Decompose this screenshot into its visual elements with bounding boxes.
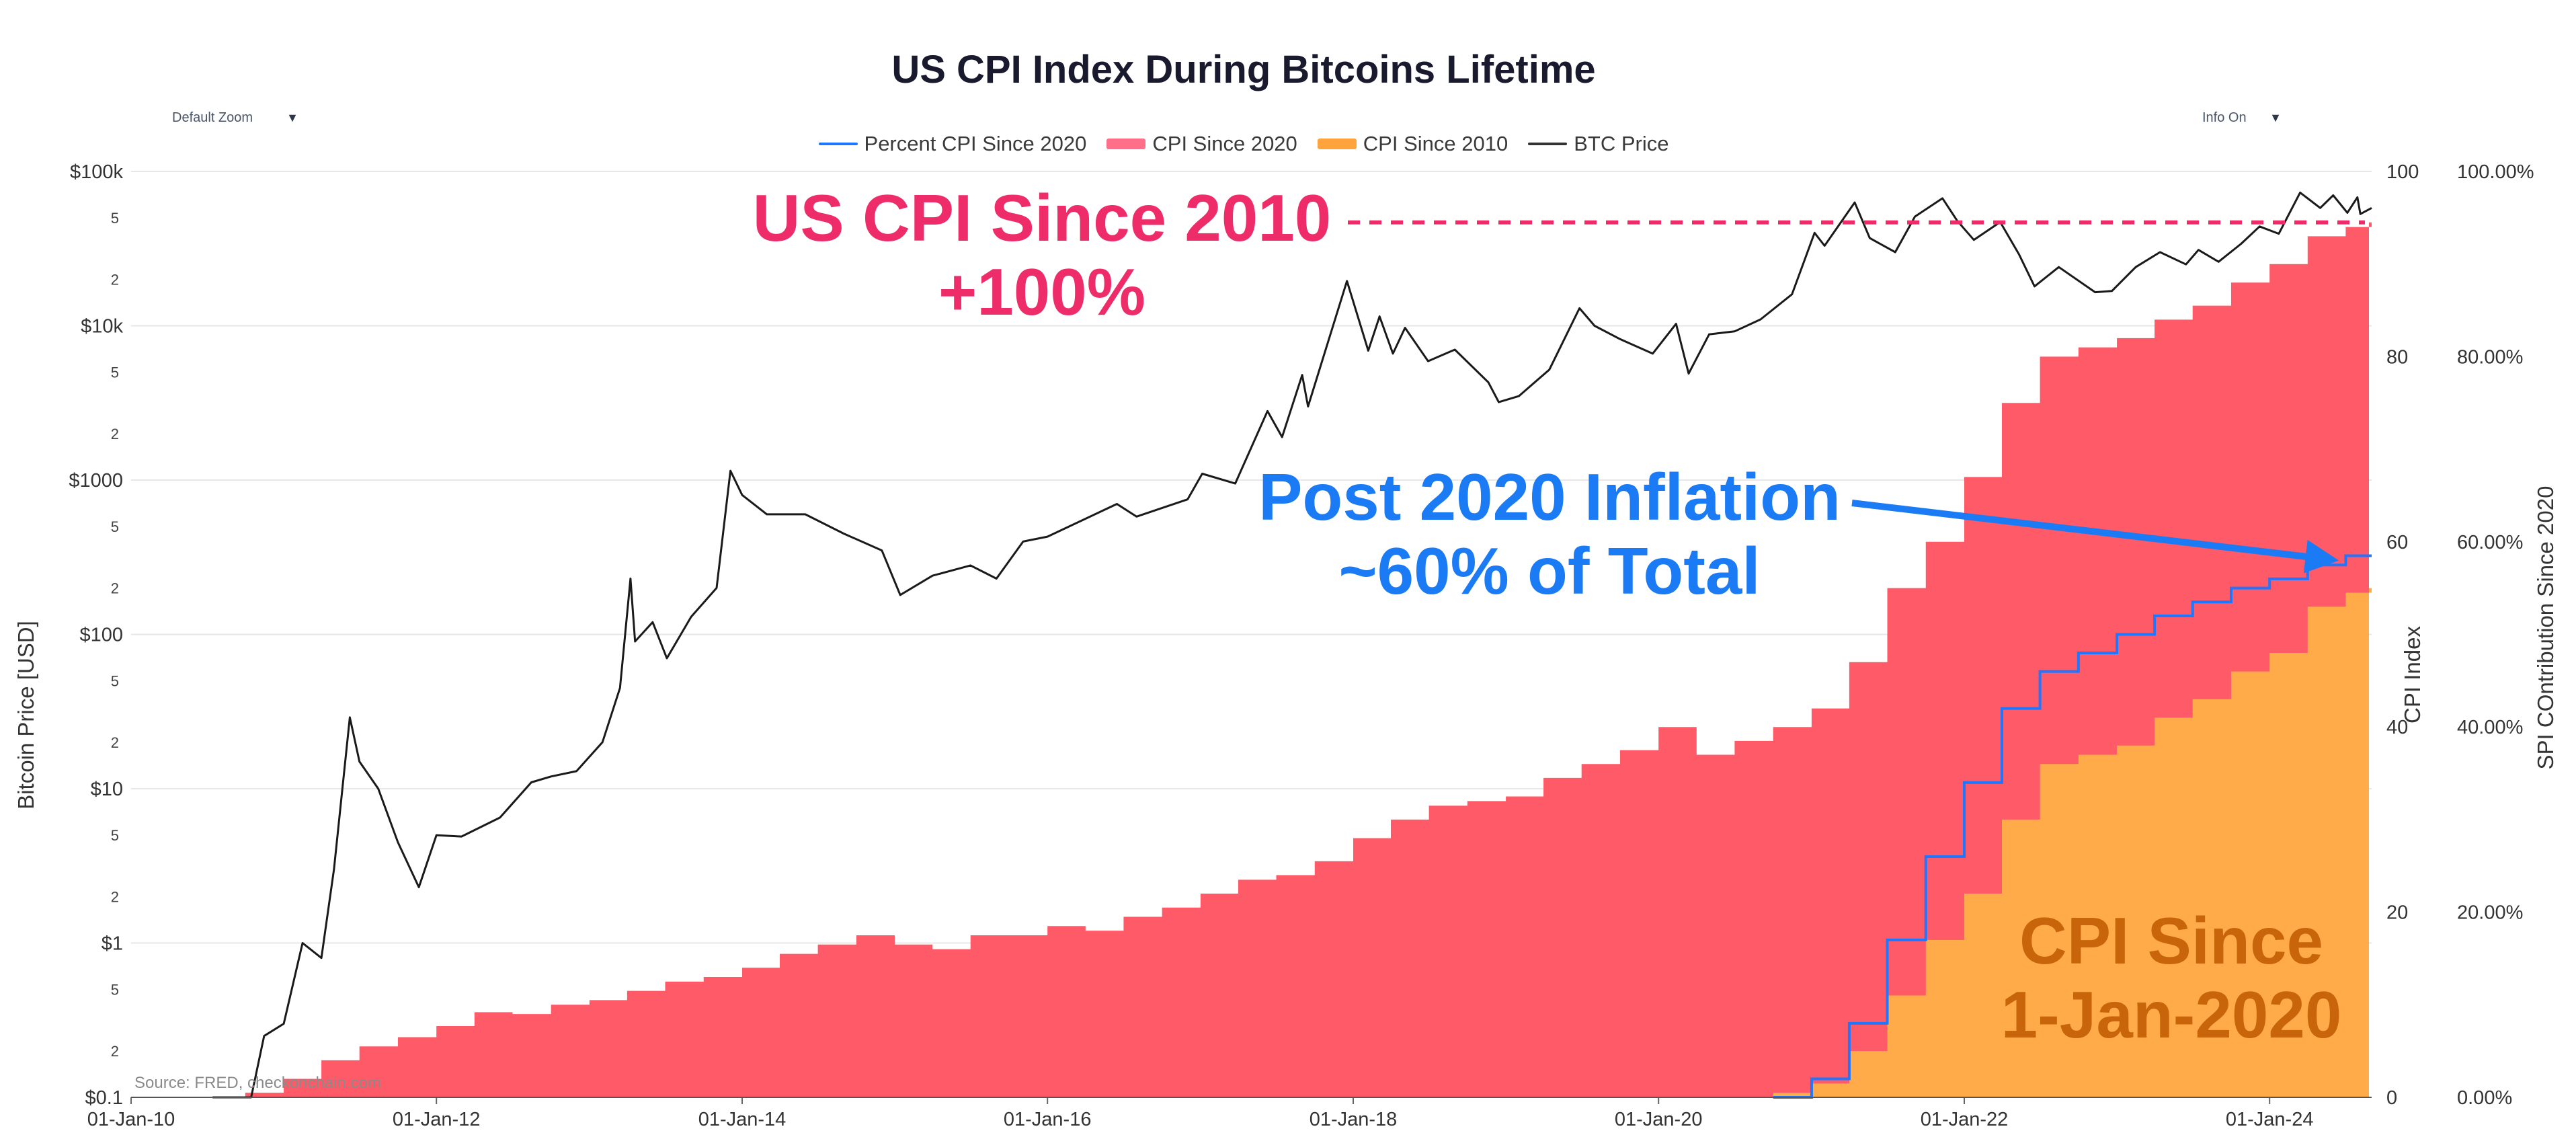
legend-swatch [1528,143,1568,145]
y-left-minor-tick-label: 2 [111,1043,119,1060]
y-left-minor-tick-label: 5 [111,673,119,690]
annotation-line: CPI Since [2019,904,2324,978]
y-right1-tick-label: 0 [2386,1087,2397,1109]
legend-item-percent-cpi-2020[interactable]: Percent CPI Since 2020 [818,132,1087,156]
y-left-tick-label: $0.1 [85,1087,123,1109]
series-area-cpi-since-2020 [1734,588,2372,1097]
y-left-minor-tick-label: 5 [111,982,119,999]
y-right2-tick-label: 60.00% [2457,532,2523,553]
y-left-minor-tick-label: 2 [111,734,119,751]
y-left-tick-label: $1 [102,933,123,955]
x-tick-label: 01-Jan-18 [1310,1109,1398,1130]
y-right2-tick-label: 20.00% [2457,902,2523,924]
cpi-area-layer [206,222,2372,1097]
series-line-btc-price [212,191,2372,1099]
annotation-line: US CPI Since 2010 [752,181,1332,255]
zoom-select[interactable]: Default Zoom ▼ [161,101,309,134]
y-left-minor-tick-label: 5 [111,364,119,381]
y-left-tick-label: $100 [79,625,123,646]
annotation-line: +100% [938,254,1145,329]
y-left-minor-tick-label: 2 [111,426,119,442]
y-right1-tick-label: 40 [2386,717,2408,738]
y-right1-axis-title: CPI Index [2400,626,2425,723]
y-right1-tick-label: 80 [2386,346,2408,368]
y-left-minor-tick-label: 2 [111,888,119,905]
y-left-tick-label: $1000 [69,470,123,492]
source-note: Source: FRED, checkonchain.com [134,1074,381,1092]
chart-title: US CPI Index During Bitcoins Lifetime [891,48,1596,91]
annotation-line: 1-Jan-2020 [2001,977,2342,1052]
zoom-select-label: Default Zoom [172,110,253,125]
y-right2-tick-label: 40.00% [2457,717,2523,738]
axes-layer: $100k $10k $1000 $100 $10 $1 $0.1 5 2 5 2 5 2 5 2 5 2 5 2 B… [13,161,2558,1130]
legend-label: CPI Since 2010 [1363,132,1508,155]
annotation-layer [1348,220,2365,574]
legend-swatch [1106,139,1146,149]
x-tick-label: 01-Jan-20 [1615,1109,1703,1130]
y-right1-tick-label: 20 [2386,902,2408,924]
y-left-tick-label: $100k [70,161,124,183]
y-right2-tick-label: 100.00% [2457,161,2534,183]
info-select-label: Info On [2202,110,2247,125]
x-tick-label: 01-Jan-16 [1004,1109,1092,1130]
series-line-percent-cpi-since-2020 [1773,554,2372,1099]
annotation-cpi-since-2010: US CPI Since 2010 +100% [739,181,1344,329]
x-tick-label: 01-Jan-10 [87,1109,175,1130]
legend-item-cpi-2020[interactable]: CPI Since 2020 [1106,132,1297,156]
y-left-minor-tick-label: 2 [111,580,119,596]
legend-label: Percent CPI Since 2020 [864,132,1087,155]
y-left-tick-label: $10 [91,779,123,800]
y-right2-tick-label: 0.00% [2457,1087,2512,1109]
y-left-minor-tick-label: 5 [111,518,119,535]
legend-swatch [818,143,858,145]
y-left-minor-tick-label: 5 [111,210,119,227]
legend-label: CPI Since 2020 [1152,132,1297,155]
legend-label: BTC Price [1574,132,1669,155]
info-select[interactable]: Info On ▼ [2191,101,2292,134]
x-tick-label: 01-Jan-14 [698,1109,787,1130]
legend-item-cpi-2010[interactable]: CPI Since 2010 [1317,132,1508,156]
x-tick-label: 01-Jan-22 [1921,1109,2009,1130]
annotation-line: Post 2020 Inflation [1258,460,1841,534]
y-right2-axis-title: SPI COntribution Since 2020 [2533,486,2558,770]
y-right1-tick-label: 60 [2386,532,2408,553]
x-tick-label: 01-Jan-24 [2226,1109,2314,1130]
annotation-line: ~60% of Total [1338,533,1761,608]
chevron-down-icon: ▼ [286,110,298,124]
y-left-minor-tick-label: 2 [111,271,119,288]
legend-swatch [1317,139,1357,149]
y-left-axis-title: Bitcoin Price [USD] [13,621,38,810]
y-left-tick-label: $10k [81,316,123,338]
y-right1-tick-label: 100 [2386,161,2419,183]
x-tick-label: 01-Jan-12 [393,1109,481,1130]
annotation-post-2020: Post 2020 Inflation ~60% of Total [1230,460,1869,609]
chevron-down-icon: ▼ [2269,110,2282,124]
chart-legend: Percent CPI Since 2020 CPI Since 2020 CP… [0,132,2487,156]
annotation-cpi-since-2020: CPI Since 1-Jan-2020 [1936,904,2407,1052]
series-area-cpi-since-2010 [206,222,2372,1097]
y-right2-tick-label: 80.00% [2457,346,2523,368]
series-line-layer [212,191,2372,1099]
arrow-post-2020 [1851,500,2339,574]
y-left-minor-tick-label: 5 [111,827,119,844]
legend-item-btc-price[interactable]: BTC Price [1528,132,1668,156]
